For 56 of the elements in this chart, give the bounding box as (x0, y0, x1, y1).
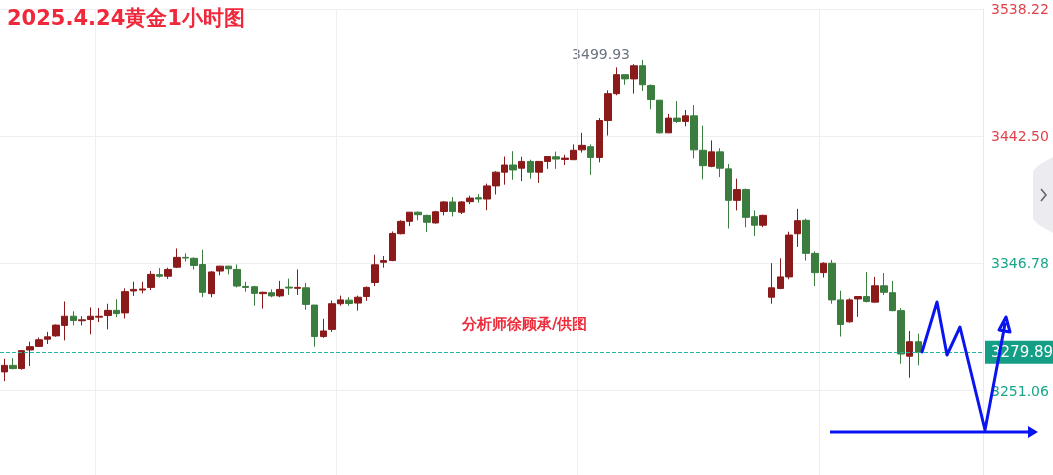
candlestick (518, 156, 525, 182)
candlestick (708, 139, 715, 168)
candlestick (371, 254, 379, 287)
candlestick (630, 63, 638, 95)
candlestick (70, 310, 77, 326)
candlestick (294, 268, 301, 296)
candlestick (380, 255, 387, 269)
candlestick (285, 278, 293, 296)
candlestick (621, 74, 629, 86)
y-tick-label: 3538.22 (991, 1, 1049, 17)
candlestick (354, 295, 362, 312)
candlestick (475, 193, 482, 204)
candlestick (906, 330, 913, 379)
candlestick (423, 214, 431, 233)
candlestick (225, 265, 232, 275)
candlestick (768, 262, 775, 305)
candlestick (1, 358, 8, 382)
annotation: 3499.93 (572, 46, 630, 62)
candlestick (164, 267, 172, 280)
candlestick (414, 211, 422, 221)
candlestick (345, 296, 353, 307)
candlestick (656, 99, 663, 135)
candlestick (259, 291, 267, 310)
y-tick-label: 3442.50 (991, 128, 1049, 145)
candlestick (673, 100, 681, 124)
candlestick (9, 357, 17, 370)
candlestick (509, 150, 517, 181)
candlestick (794, 208, 801, 248)
candlestick (363, 285, 370, 302)
candlestick (871, 276, 879, 304)
candlestick (156, 267, 163, 279)
candlestick (915, 333, 922, 366)
candlestick (527, 159, 534, 180)
y-tick-label: 3346.78 (991, 255, 1049, 272)
y-tick-label: 3251.06 (991, 382, 1049, 399)
candlestick (113, 298, 120, 318)
candlestick (276, 280, 284, 298)
candlestick (251, 285, 258, 307)
candlestick (147, 270, 155, 291)
candlestick (665, 113, 672, 134)
candlestick (449, 196, 456, 217)
chart-title: 2025.4.24黄金1小时图 (7, 5, 245, 30)
candlestick (682, 109, 689, 127)
candlestick (587, 143, 594, 176)
candlestick (647, 84, 655, 110)
candlestick (320, 318, 327, 339)
candlestick (639, 59, 646, 92)
candlestick (759, 214, 767, 228)
candlestick (820, 261, 827, 279)
candlestick (863, 271, 870, 304)
candlestick (552, 151, 560, 170)
candlestick (268, 288, 275, 298)
candlestick (139, 281, 146, 294)
candlestick (733, 178, 741, 211)
candlestick (173, 247, 181, 269)
candlestick (104, 303, 112, 330)
